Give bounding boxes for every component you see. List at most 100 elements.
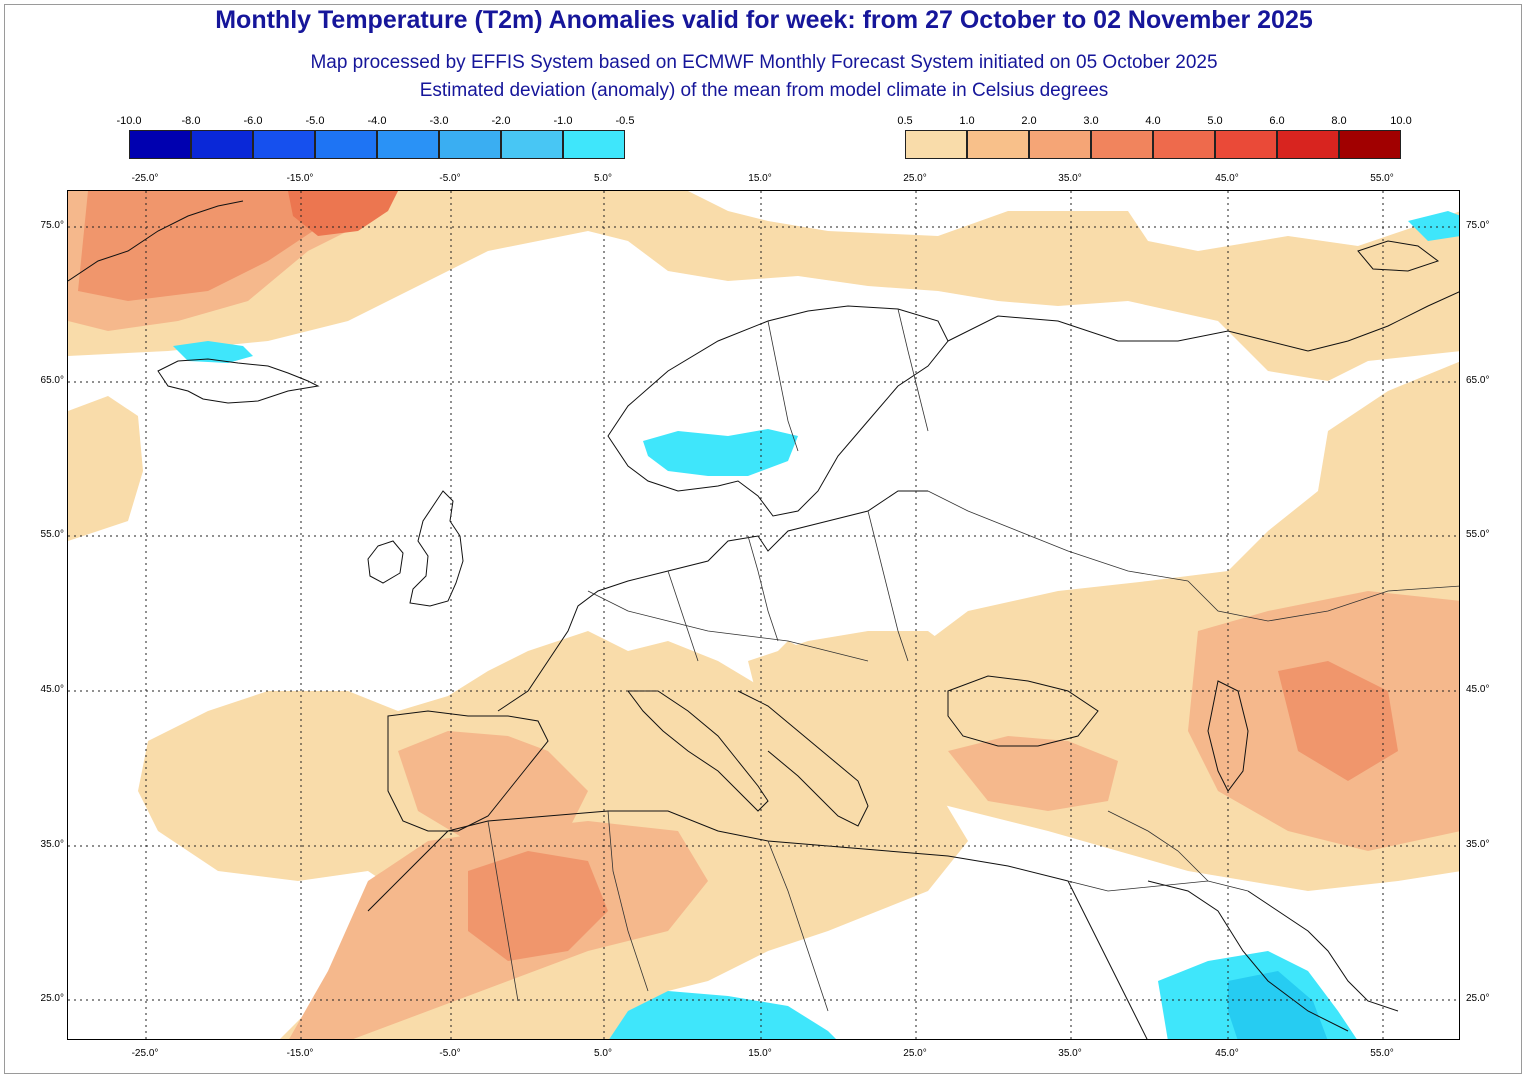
legend-negative-swatch [563,130,625,159]
coast-iberia [387,710,549,832]
latitude-label-left: 75.0° [40,220,64,231]
legend-negative-label: -8.0 [181,115,201,127]
latitude-label-left: 25.0° [40,993,64,1004]
longitude-label-top: 45.0° [1215,173,1239,184]
coast-british-isles [409,490,464,607]
legend-negative-label: -10.0 [116,115,142,127]
legend-positive-swatch [905,130,967,159]
latitude-label-right: 35.0° [1466,839,1490,850]
legend-positive-swatch [1277,130,1339,159]
coast-ireland [367,540,404,584]
coast-red-sea [1067,880,1148,1039]
legend-positive-label: 5.0 [1207,115,1223,127]
legend-positive-swatch [1339,130,1401,159]
warm-anomaly-iberia-moderate [398,731,588,851]
coast-finland-russia [947,315,1309,352]
warm-anomaly-turkey-moderate [948,736,1118,811]
legend-positive-anomalies: 0.5 1.0 2.0 3.0 4.0 5.0 6.0 8.0 10.0 [880,115,1420,161]
longitude-label-top: -5.0° [439,173,461,184]
border-north-africa-1 [487,820,519,1002]
longitude-label-bottom: -25.0° [131,1048,159,1059]
legend-positive-label: 6.0 [1269,115,1285,127]
map-subtitle-description: Estimated deviation (anomaly) of the mea… [419,80,1109,101]
legend-negative-label: -4.0 [367,115,387,127]
warm-anomaly-iran-strong [1278,661,1398,781]
latitude-label-left: 35.0° [40,839,64,850]
coast-northern-russia [1307,291,1459,352]
latitude-label-right: 75.0° [1466,220,1490,231]
longitude-label-top: 25.0° [903,173,927,184]
latitude-label-left: 45.0° [40,684,64,695]
warm-anomaly-west-atlantic-patch [68,396,143,541]
anomaly-map [67,190,1460,1040]
legend-negative-swatch [501,130,563,159]
latitude-label-right: 55.0° [1466,529,1490,540]
legend-positive-label: 0.5 [897,115,913,127]
legend-positive-swatch [1153,130,1215,159]
legend-positive-label: 10.0 [1390,115,1412,127]
longitude-label-bottom: 55.0° [1370,1048,1394,1059]
coast-europe-mainland [497,490,928,712]
border-north-africa-3 [767,840,829,1012]
warm-anomaly-algeria-strong [468,851,608,961]
coast-black-sea [947,675,1099,747]
legend-negative-swatch [129,130,191,159]
page-frame [4,4,1522,1074]
legend-negative-label: -3.0 [429,115,449,127]
warm-anomaly-peak-greenland [288,191,398,236]
coast-iceland [157,358,320,404]
map-subtitle-source: Map processed by EFFIS System based on E… [310,52,1218,73]
border-eastern-europe-1 [867,510,909,662]
longitude-label-bottom: 25.0° [903,1048,927,1059]
coast-persian-gulf [1247,890,1399,1012]
border-scandinavia [767,320,799,452]
cold-anomaly-arabia-moderate [1228,971,1328,1039]
latitude-label-right: 65.0° [1466,375,1490,386]
latitude-label-right: 25.0° [1466,993,1490,1004]
longitude-label-bottom: 5.0° [594,1048,612,1059]
legend-negative-swatch [377,130,439,159]
coast-scandinavia [607,305,949,517]
latitude-label-left: 55.0° [40,529,64,540]
legend-negative-swatch [315,130,377,159]
border-middle-east-2 [1107,810,1209,882]
coast-arabia [1147,880,1349,1032]
legend-negative-swatch [439,130,501,159]
legend-negative-label: -2.0 [491,115,511,127]
border-eastern-europe-2 [927,490,1189,582]
longitude-label-top: -25.0° [131,173,159,184]
legend-negative-swatch [191,130,253,159]
legend-negative-swatch [253,130,315,159]
border-finland [897,308,929,432]
legend-negative-label: -1.0 [553,115,573,127]
coast-greenland [68,200,244,282]
border-central-europe-1 [587,590,869,662]
longitude-label-top: -15.0° [286,173,314,184]
longitude-label-top: 15.0° [748,173,772,184]
legend-positive-label: 8.0 [1331,115,1347,127]
legend-negative-label: -5.0 [305,115,325,127]
longitude-label-bottom: 15.0° [748,1048,772,1059]
coast-caspian [1207,680,1249,792]
legend-positive-label: 3.0 [1083,115,1099,127]
border-central-europe-2 [667,570,699,662]
coast-north-africa [367,810,1069,912]
legend-positive-label: 2.0 [1021,115,1037,127]
cold-anomaly-scandinavia [643,429,798,476]
graticule-layer [68,191,1459,1039]
legend-negative-label: -6.0 [243,115,263,127]
longitude-label-bottom: 45.0° [1215,1048,1239,1059]
border-layer [487,308,1459,1012]
longitude-label-top: 5.0° [594,173,612,184]
latitude-label-right: 45.0° [1466,684,1490,695]
coast-italy [627,690,769,812]
longitude-label-top: 55.0° [1370,173,1394,184]
warm-anomaly-greenland-strong [78,191,358,301]
longitude-label-bottom: -5.0° [439,1048,461,1059]
legend-positive-swatch [1215,130,1277,159]
anomaly-fill-layer [68,191,1459,1039]
coastline-layer [68,200,1459,1039]
longitude-label-bottom: -15.0° [286,1048,314,1059]
cold-anomaly-svalbard-barents [1408,211,1459,241]
cold-anomaly-iceland-north [173,341,253,363]
